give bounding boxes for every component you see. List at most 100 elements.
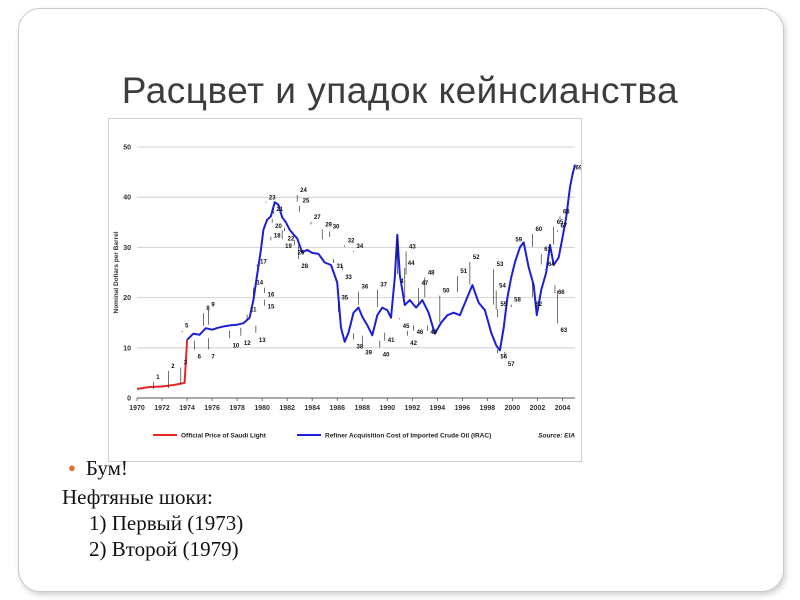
event-label: 38 [356,344,363,350]
y-tick-label: 0 [127,396,131,403]
event-label: 21 [276,207,283,213]
event-label: 56 [500,354,507,360]
body-text: Нефтяные шоки: [62,485,213,509]
event-label: 65 [557,220,564,226]
series-line-irac [186,164,576,352]
x-tick-label: 2002 [530,405,546,412]
event-label: 34 [356,244,363,250]
event-label: 46 [417,330,424,336]
x-tick-label: 1976 [204,405,220,412]
event-label: 25 [303,199,310,205]
event-label: 47 [422,281,429,287]
event-label: 31 [336,264,343,270]
x-tick-label: 1972 [154,405,170,412]
event-label: 19 [285,244,292,250]
sub-item-second: 2) Второй (1979) [89,537,239,561]
event-label: 52 [473,255,480,261]
sub-item-first: 1) Первый (1973) [89,511,244,535]
x-tick-label: 1978 [229,405,245,412]
event-label: 27 [314,215,321,221]
event-label: 42 [410,341,417,347]
y-tick-label: 10 [123,345,131,352]
bullet-dot-icon: ● [68,460,76,475]
x-tick-label: 1994 [430,405,446,412]
event-label: 64 [548,262,555,268]
event-label: 16 [268,293,275,299]
event-label: 4 [400,279,404,285]
event-label: 13 [259,338,266,344]
x-tick-label: 1990 [379,405,395,412]
source-note: Source: EIA [538,433,575,440]
event-label: 2 [171,364,175,370]
event-label: 39 [365,350,372,356]
event-label: 63 [560,328,567,334]
event-label: 32 [348,238,355,244]
x-tick-label: 1982 [279,405,295,412]
event-label: 49 [430,330,437,336]
event-label: 62 [535,302,542,308]
event-label: 48 [428,271,435,277]
event-label: 37 [380,283,387,289]
event-label: 43 [409,244,416,250]
event-label: 15 [268,305,275,311]
event-label: 33 [345,275,352,281]
bullet-text: Бум! [85,456,128,480]
event-label: 17 [260,259,267,265]
event-label: 50 [443,289,450,295]
event-label: 58 [514,298,521,304]
x-tick-label: 1996 [455,405,471,412]
x-tick-label: 1974 [179,405,195,412]
event-label: 69 [575,166,581,172]
event-label: 20 [275,224,282,230]
event-label: 24 [300,188,307,194]
x-tick-label: 1970 [129,405,145,412]
event-label: 61 [544,247,551,253]
event-label: 55 [500,302,507,308]
event-label: 12 [244,341,251,347]
y-axis-label: Nominal Dollars per Barrel [113,231,120,313]
oil-price-chart: 0 10 20 30 40 50 1970 1972 1974 1976 1978 1980 1982 1… [108,118,582,462]
x-tick-label: 1992 [405,405,421,412]
x-tick-label: 2004 [555,405,571,412]
event-label: 1 [156,375,160,381]
event-label: 10 [233,343,240,349]
event-label: 60 [535,227,542,233]
event-label: 45 [403,324,410,330]
event-label: 30 [333,224,340,230]
event-label: 22 [288,236,295,242]
event-label: 28 [301,264,308,270]
event-label: 7 [211,354,215,360]
slide-body: ● Бум! Нефтяные шоки: 1) Первый (1973) 2)… [62,455,243,562]
event-label: 68 [563,209,570,215]
y-tick-label: 50 [123,145,131,152]
event-label: 23 [269,196,276,202]
x-tick-label: 1984 [304,405,320,412]
event-label: 3 [184,360,188,366]
event-label: 6 [198,354,202,360]
event-label: 5 [185,324,189,330]
event-label: 36 [362,285,369,291]
x-tick-label: 2000 [505,405,521,412]
event-label: 67 [560,223,567,229]
event-label: 66 [558,290,565,296]
event-label: 26 [298,250,305,256]
event-label: 29 [325,222,332,228]
event-label: 53 [497,262,504,268]
legend-label-saudi-light: Official Price of Saudi Light [181,433,267,440]
event-label: 41 [388,338,395,344]
x-tick-label: 1988 [354,405,370,412]
event-label: 51 [460,269,467,275]
legend-label-irac: Refiner Acquisition Cost of Imported Cru… [325,433,491,440]
y-tick-label: 20 [123,295,131,302]
event-label: 18 [274,233,281,239]
bullet-item: ● Бум! [62,455,243,484]
event-label: 8 [206,306,210,312]
slide-title: Расцвет и упадок кейнсианства [121,70,679,111]
event-label: 57 [508,362,515,368]
event-label: 35 [341,296,348,302]
event-label: 59 [515,237,522,243]
x-tick-label: 1980 [254,405,270,412]
y-tick-label: 40 [123,195,131,202]
event-label: 54 [499,284,506,290]
